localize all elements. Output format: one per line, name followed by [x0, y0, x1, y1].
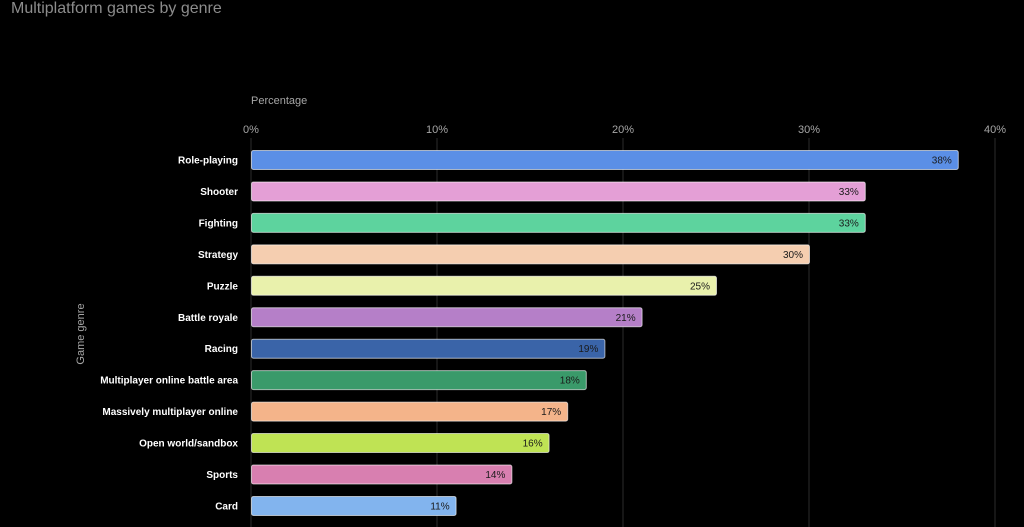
bar[interactable]	[251, 307, 643, 328]
bar[interactable]	[251, 275, 717, 296]
category-label: Massively multiplayer online	[102, 407, 238, 418]
data-label: 33%	[839, 187, 859, 198]
category-labels: Role-playing Shooter Fighting Strategy Puzzl…	[100, 156, 238, 513]
x-tick-label: 20%	[612, 124, 634, 136]
data-label: 11%	[430, 501, 449, 512]
bar[interactable]	[251, 212, 866, 233]
bar[interactable]	[251, 433, 550, 454]
category-label: Fighting	[199, 218, 238, 229]
data-label: 16%	[523, 439, 543, 450]
category-label: Multiplayer online battle area	[100, 376, 238, 387]
gridlines	[250, 138, 996, 527]
data-label: 19%	[578, 344, 598, 355]
bars	[251, 150, 959, 516]
bar[interactable]	[251, 401, 569, 422]
y-axis-title: Game genre	[75, 303, 87, 364]
bar[interactable]	[251, 464, 513, 485]
data-label: 18%	[560, 376, 580, 387]
x-tick-label: 30%	[798, 124, 820, 136]
category-label: Battle royale	[178, 313, 238, 324]
bar[interactable]	[251, 370, 587, 391]
category-label: Racing	[205, 344, 238, 355]
x-tick-label: 40%	[984, 124, 1006, 136]
chart-title: Multiplatform games by genre	[11, 0, 222, 17]
data-label: 21%	[616, 313, 636, 324]
x-tick-label: 0%	[243, 124, 259, 136]
data-label: 33%	[839, 218, 859, 229]
data-label: 30%	[783, 250, 803, 261]
data-label: 17%	[541, 407, 561, 418]
data-label: 25%	[690, 281, 710, 292]
data-labels: 38% 33% 33% 30% 25% 21% 19% 18% 17% 16% 14% 11%	[430, 156, 952, 513]
x-axis-title: Percentage	[251, 95, 307, 107]
data-label: 38%	[932, 156, 952, 167]
category-label: Strategy	[198, 250, 238, 261]
category-label: Puzzle	[207, 281, 239, 292]
bar[interactable]	[251, 150, 959, 170]
category-label: Sports	[206, 470, 238, 481]
category-label: Open world/sandbox	[139, 439, 238, 450]
category-label: Shooter	[200, 187, 238, 198]
x-axis-ticks: 0% 10% 20% 30% 40%	[243, 124, 1006, 136]
bar[interactable]	[251, 181, 866, 202]
bar[interactable]	[251, 244, 810, 265]
bar[interactable]	[251, 495, 457, 516]
x-tick-label: 10%	[426, 124, 448, 136]
category-label: Card	[215, 501, 238, 512]
category-label: Role-playing	[178, 156, 238, 167]
data-label: 14%	[485, 470, 505, 481]
bar[interactable]	[251, 338, 606, 359]
